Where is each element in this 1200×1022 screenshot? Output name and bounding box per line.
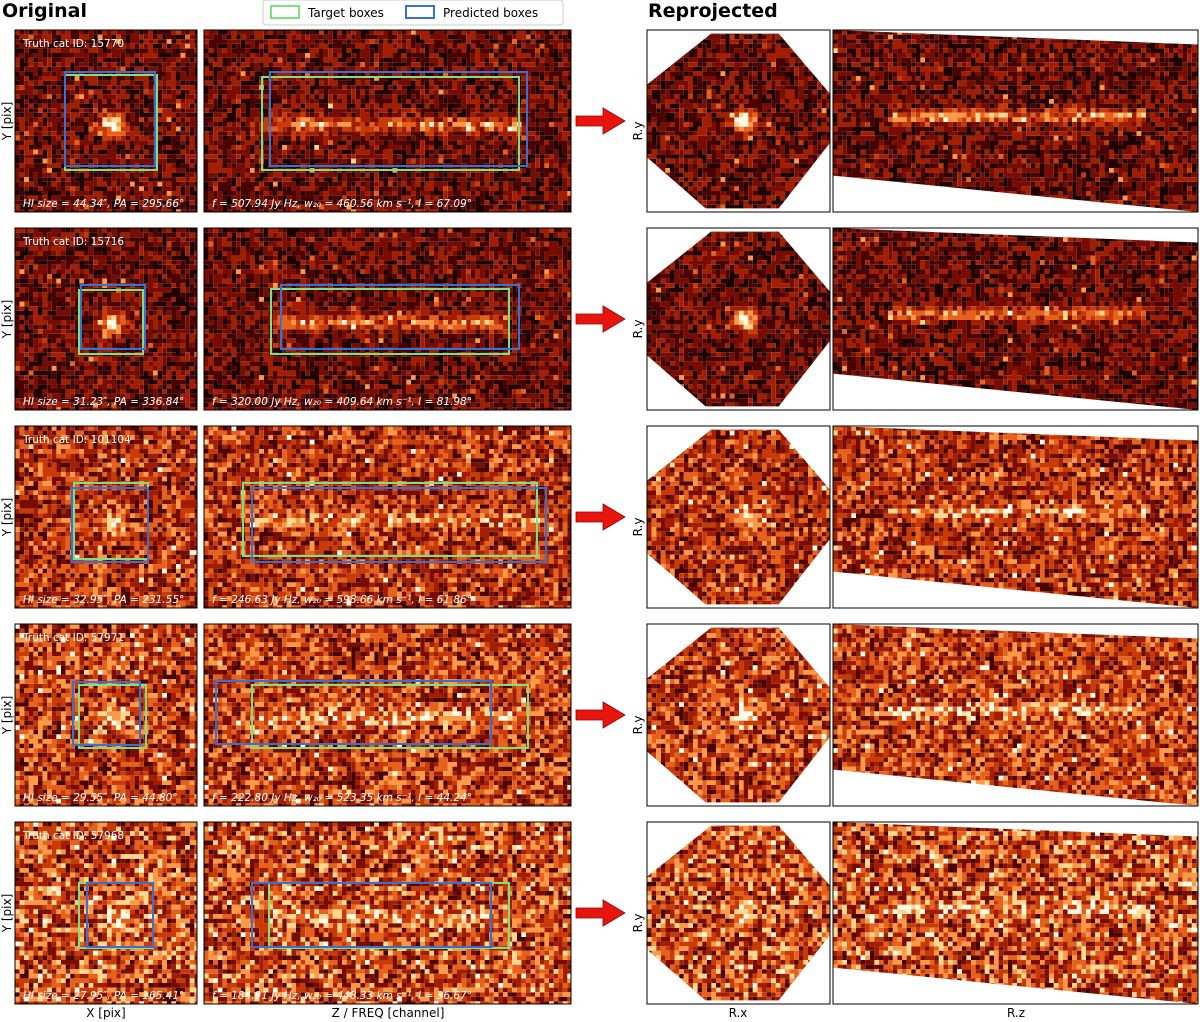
rz-axis-label: R.z xyxy=(1007,1006,1025,1020)
arrow xyxy=(576,504,625,530)
image-panel-spectral xyxy=(204,822,571,1004)
arrow xyxy=(576,900,625,926)
z-axis-label: Z / FREQ [channel] xyxy=(332,1006,445,1020)
image-panel-reprojected-spatial xyxy=(647,228,830,410)
y-axis-label: Y [pix] xyxy=(0,894,14,934)
legend-predicted: Predicted boxes xyxy=(443,6,538,20)
image-panel-spatial xyxy=(15,822,197,1004)
legend: Target boxes Predicted boxes xyxy=(263,0,563,25)
image-panel-spectral xyxy=(204,426,571,608)
arrow xyxy=(576,702,625,728)
ry-axis-label: R.y xyxy=(631,716,645,735)
size-label: HI size = 44.34″, PA = 295.66° xyxy=(23,198,184,210)
image-panel-reprojected-spectral xyxy=(833,822,1198,1004)
legend-target: Target boxes xyxy=(307,6,384,20)
arrow xyxy=(576,306,625,332)
size-label: HI size = 31.23″, PA = 336.84° xyxy=(23,396,184,408)
flux-label: f = 246.63 Jy Hz, w₂₀ = 598.66 km s⁻¹, I… xyxy=(212,594,472,606)
flux-label: f = 320.00 Jy Hz, w₂₀ = 409.64 km s⁻¹, I… xyxy=(212,396,472,408)
original-header: Original xyxy=(2,0,87,22)
size-label: HI size = 32.95″, PA = 231.55° xyxy=(23,594,184,606)
image-panel-reprojected-spectral xyxy=(833,30,1198,212)
image-panel-reprojected-spectral xyxy=(833,624,1198,806)
image-panel-spatial xyxy=(15,624,197,806)
image-panel-spatial xyxy=(15,30,197,212)
source-id: Truth cat ID: 15716 xyxy=(22,236,124,248)
source-id: Truth cat ID: 15770 xyxy=(22,38,124,50)
source-id: Truth cat ID: 57971 xyxy=(22,632,124,644)
ry-axis-label: R.y xyxy=(631,320,645,339)
image-panel-spectral xyxy=(204,228,571,410)
size-label: HI size = 29.55″, PA = 44.80° xyxy=(23,792,178,804)
source-id: Truth cat ID: 101104 xyxy=(22,434,131,446)
image-panel-spectral xyxy=(204,30,571,212)
image-panel-reprojected-spatial xyxy=(647,822,830,1004)
flux-label: f = 507.94 Jy Hz, w₂₀ = 460.56 km s⁻¹, I… xyxy=(212,198,472,210)
ry-axis-label: R.y xyxy=(631,518,645,537)
x-axis-label: X [pix] xyxy=(86,1006,125,1020)
image-panel-reprojected-spatial xyxy=(647,426,830,608)
image-panel-spatial xyxy=(15,426,197,608)
image-panel-spatial xyxy=(15,228,197,410)
image-panel-reprojected-spatial xyxy=(647,624,830,806)
ry-axis-label: R.y xyxy=(631,914,645,933)
y-axis-label: Y [pix] xyxy=(0,498,14,538)
y-axis-label: Y [pix] xyxy=(0,696,14,736)
source-id: Truth cat ID: 57968 xyxy=(22,830,124,842)
image-panel-spectral xyxy=(204,624,571,806)
flux-label: f = 222.80 Jy Hz, w₂₀ = 523.35 km s⁻¹, I… xyxy=(212,792,472,804)
image-panel-reprojected-spectral xyxy=(833,228,1198,410)
y-axis-label: Y [pix] xyxy=(0,102,14,142)
y-axis-label: Y [pix] xyxy=(0,300,14,340)
flux-label: f = 184.91 Jy Hz, w₂₀ = 448.33 km s⁻¹, I… xyxy=(212,990,472,1002)
ry-axis-label: R.y xyxy=(631,122,645,141)
image-panel-reprojected-spectral xyxy=(833,426,1198,608)
arrow xyxy=(576,108,625,134)
pixel-layer xyxy=(1008,311,1013,316)
reprojected-header: Reprojected xyxy=(648,0,778,22)
size-label: HI size = 27.95″, PA = 165.41° xyxy=(23,990,184,1002)
image-panel-reprojected-spatial xyxy=(647,30,830,212)
rx-axis-label: R.x xyxy=(729,1006,748,1020)
